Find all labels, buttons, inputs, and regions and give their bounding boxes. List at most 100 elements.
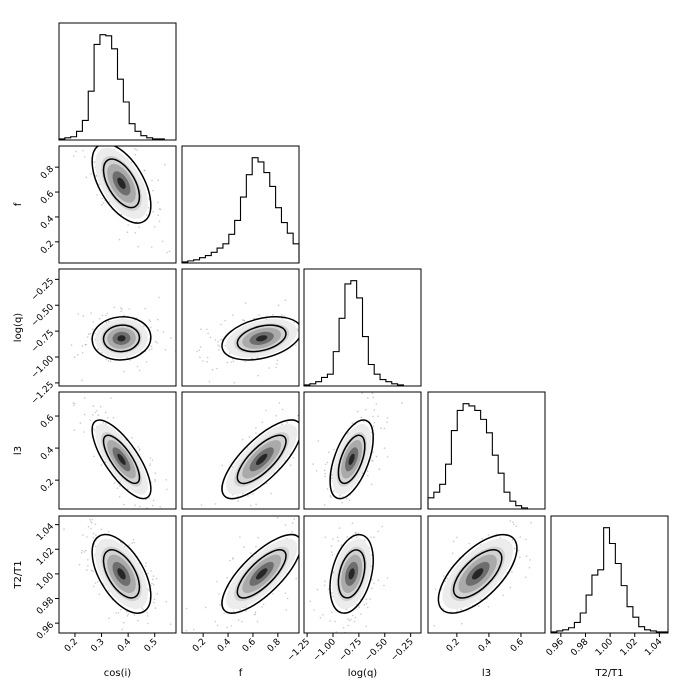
sample-point <box>217 344 219 347</box>
sample-point <box>318 338 320 340</box>
density-level <box>472 568 484 580</box>
sample-point <box>281 423 283 426</box>
sample-point <box>255 503 257 506</box>
sample-point <box>221 464 223 467</box>
x-tick-label: 0.4 <box>216 637 233 654</box>
sample-point <box>159 208 162 211</box>
sample-point <box>276 363 278 365</box>
sample-point <box>148 319 151 321</box>
sample-point <box>309 600 312 602</box>
sample-point <box>329 495 332 497</box>
sample-point <box>386 577 389 579</box>
sample-point <box>299 555 301 557</box>
sample-point <box>460 608 462 611</box>
sample-point <box>214 339 217 341</box>
sample-point <box>433 625 436 627</box>
y-tick-label: 0.6 <box>39 413 56 430</box>
sample-point <box>152 189 154 192</box>
sample-point <box>377 579 380 582</box>
x-tick-label: 0.6 <box>241 637 258 654</box>
sample-point <box>206 356 209 359</box>
sample-point <box>143 169 146 172</box>
sample-point <box>319 319 321 321</box>
density-level <box>255 335 268 342</box>
x-tick-label: −0.75 <box>337 637 364 664</box>
sample-point <box>201 360 204 362</box>
sample-point <box>158 208 161 210</box>
sample-point <box>319 526 321 528</box>
sample-point <box>166 488 168 491</box>
sample-point <box>383 447 386 449</box>
sample-point <box>241 319 244 321</box>
sample-point <box>331 554 334 556</box>
panel-frame <box>181 145 300 264</box>
sample-point <box>347 624 350 627</box>
panel-frame <box>58 515 177 634</box>
sample-point <box>253 317 255 320</box>
sample-point <box>244 302 247 304</box>
sample-point <box>243 319 245 322</box>
sample-point <box>332 490 335 493</box>
sample-point <box>270 492 272 495</box>
sample-point <box>311 543 313 545</box>
sample-point <box>416 598 418 600</box>
panel-frame <box>550 515 669 634</box>
sample-point <box>155 577 158 580</box>
sample-point <box>84 549 87 552</box>
sample-point <box>304 588 306 590</box>
sample-point <box>322 614 324 616</box>
sample-point <box>332 538 334 540</box>
sample-point <box>314 325 316 327</box>
sample-point <box>232 610 235 612</box>
sample-point <box>102 422 104 424</box>
panel-frame <box>303 391 422 510</box>
sample-point <box>149 464 151 467</box>
sample-point <box>313 526 315 528</box>
sample-point <box>119 541 122 544</box>
sample-point <box>277 304 280 307</box>
sample-point <box>41 133 43 135</box>
histogram-step-line <box>181 157 300 263</box>
sample-point <box>343 327 345 329</box>
sample-point <box>121 308 123 310</box>
sample-point <box>226 361 229 364</box>
sample-point <box>255 432 257 434</box>
sample-point <box>366 606 369 609</box>
sample-point <box>115 612 117 614</box>
sample-point <box>168 250 171 252</box>
sample-point <box>265 409 267 412</box>
sample-point <box>334 620 336 623</box>
sample-point <box>105 423 107 425</box>
sample-point <box>340 544 343 546</box>
sample-point <box>118 485 121 487</box>
sample-point <box>250 552 252 554</box>
sample-point <box>370 536 372 538</box>
x-tick-label: 0.2 <box>191 637 208 654</box>
sample-point <box>509 586 512 589</box>
panel-log-q-vs-t2-t1 <box>309 516 389 633</box>
sample-point <box>375 403 378 405</box>
sample-point <box>250 357 253 360</box>
panel-l3-vs-t2-t1 <box>416 520 545 627</box>
sample-point <box>353 620 356 623</box>
sample-point <box>295 577 298 580</box>
contour-1-sigma <box>337 549 366 599</box>
sample-point <box>519 536 521 538</box>
sample-point <box>159 637 161 639</box>
sample-point <box>247 495 249 497</box>
sample-point <box>180 309 182 311</box>
sample-point <box>284 524 287 526</box>
sample-point <box>313 609 315 611</box>
sample-point <box>242 493 244 495</box>
panel-log-q-vs-l3 <box>311 392 403 545</box>
sample-point <box>372 425 375 428</box>
sample-point <box>509 520 512 522</box>
sample-point <box>162 331 165 333</box>
sample-point <box>460 609 463 611</box>
sample-point <box>443 575 445 577</box>
sample-point <box>513 547 516 550</box>
sample-point <box>152 210 154 213</box>
sample-point <box>312 553 314 555</box>
sample-point <box>345 608 348 611</box>
sample-point <box>377 415 379 418</box>
